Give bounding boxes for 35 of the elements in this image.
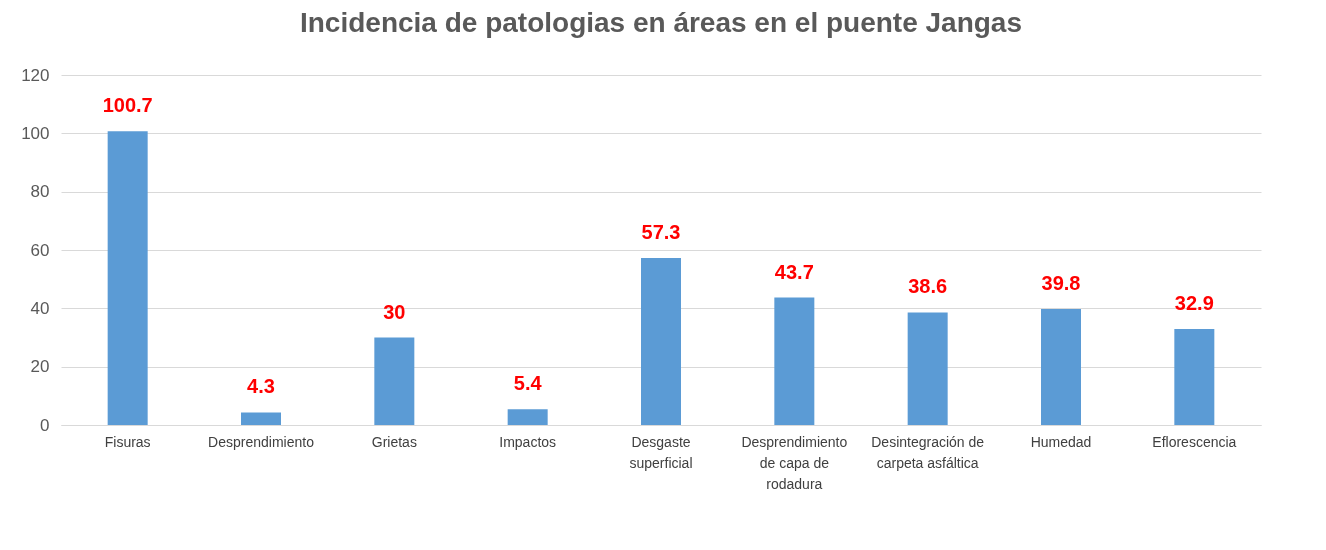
data-label: 4.3	[247, 375, 275, 398]
data-label: 100.7	[102, 94, 153, 117]
bar	[1174, 329, 1215, 425]
y-tick-label: 20	[30, 357, 50, 377]
chart-title: Incidencia de patologias en áreas en el puente Jangas	[299, 7, 1023, 38]
x-tick-label: Eflorescencia	[1152, 433, 1237, 450]
bar	[641, 257, 681, 425]
bar	[907, 312, 948, 425]
y-tick-label: 40	[30, 298, 50, 318]
data-label: 57.3	[641, 220, 681, 243]
bar	[774, 297, 815, 425]
x-tick-label: Desprendimiento	[208, 433, 315, 450]
bar	[107, 131, 148, 425]
y-tick-label: 100	[21, 123, 50, 143]
data-label: 30	[383, 300, 406, 323]
y-tick-label: 80	[30, 182, 50, 202]
bar	[1041, 308, 1081, 425]
x-tick-label: Desgaste superficial	[629, 433, 693, 471]
x-tick-label: Humedad	[1030, 433, 1092, 450]
data-label: 39.8	[1041, 271, 1081, 294]
y-tick-label: 0	[40, 415, 50, 435]
bar	[241, 412, 281, 425]
y-tick-label: 120	[21, 65, 50, 85]
data-label: 43.7	[774, 260, 814, 283]
data-label: 38.6	[908, 275, 948, 298]
data-label: 32.9	[1174, 292, 1214, 315]
x-tick-label: Grietas	[371, 433, 417, 450]
x-tick-label: Desprendimiento de capa de rodadura	[741, 433, 848, 492]
data-label: 5.4	[513, 372, 543, 395]
y-tick-label: 60	[30, 240, 50, 260]
bar	[374, 337, 415, 425]
x-tick-label: Impactos	[499, 433, 557, 450]
bar	[507, 409, 548, 425]
x-tick-label: Fisuras	[104, 433, 151, 450]
x-tick-label: Desintegración de carpeta asfáltica	[871, 433, 985, 471]
